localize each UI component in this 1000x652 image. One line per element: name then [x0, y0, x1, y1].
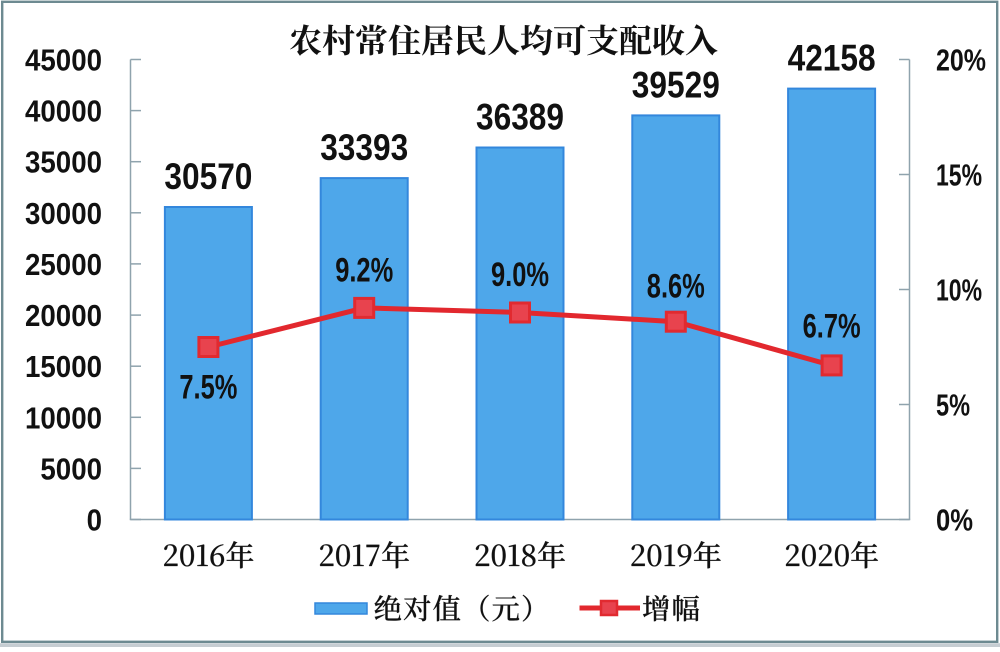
svg-text:7.5%: 7.5% [179, 369, 237, 407]
svg-text:5%: 5% [936, 388, 970, 423]
svg-text:15%: 15% [936, 158, 982, 193]
svg-text:45000: 45000 [25, 43, 102, 78]
svg-text:15000: 15000 [25, 349, 102, 384]
svg-text:36389: 36389 [476, 97, 564, 138]
svg-text:30570: 30570 [164, 156, 252, 197]
svg-text:6.7%: 6.7% [803, 307, 861, 345]
svg-text:10000: 10000 [25, 400, 102, 435]
svg-text:35000: 35000 [25, 145, 102, 180]
svg-text:9.0%: 9.0% [491, 256, 549, 294]
svg-text:20000: 20000 [25, 298, 102, 333]
svg-text:33393: 33393 [320, 127, 408, 168]
svg-text:5000: 5000 [40, 451, 102, 486]
svg-text:20%: 20% [936, 43, 986, 78]
svg-text:9.2%: 9.2% [335, 251, 393, 289]
svg-text:30000: 30000 [25, 196, 102, 231]
svg-text:40000: 40000 [25, 94, 102, 129]
svg-text:42158: 42158 [788, 38, 876, 79]
svg-text:0%: 0% [936, 503, 973, 538]
svg-text:25000: 25000 [25, 247, 102, 282]
svg-text:10%: 10% [936, 273, 982, 308]
svg-text:8.6%: 8.6% [647, 268, 705, 306]
svg-text:39529: 39529 [632, 64, 720, 105]
svg-text:0: 0 [87, 503, 102, 538]
